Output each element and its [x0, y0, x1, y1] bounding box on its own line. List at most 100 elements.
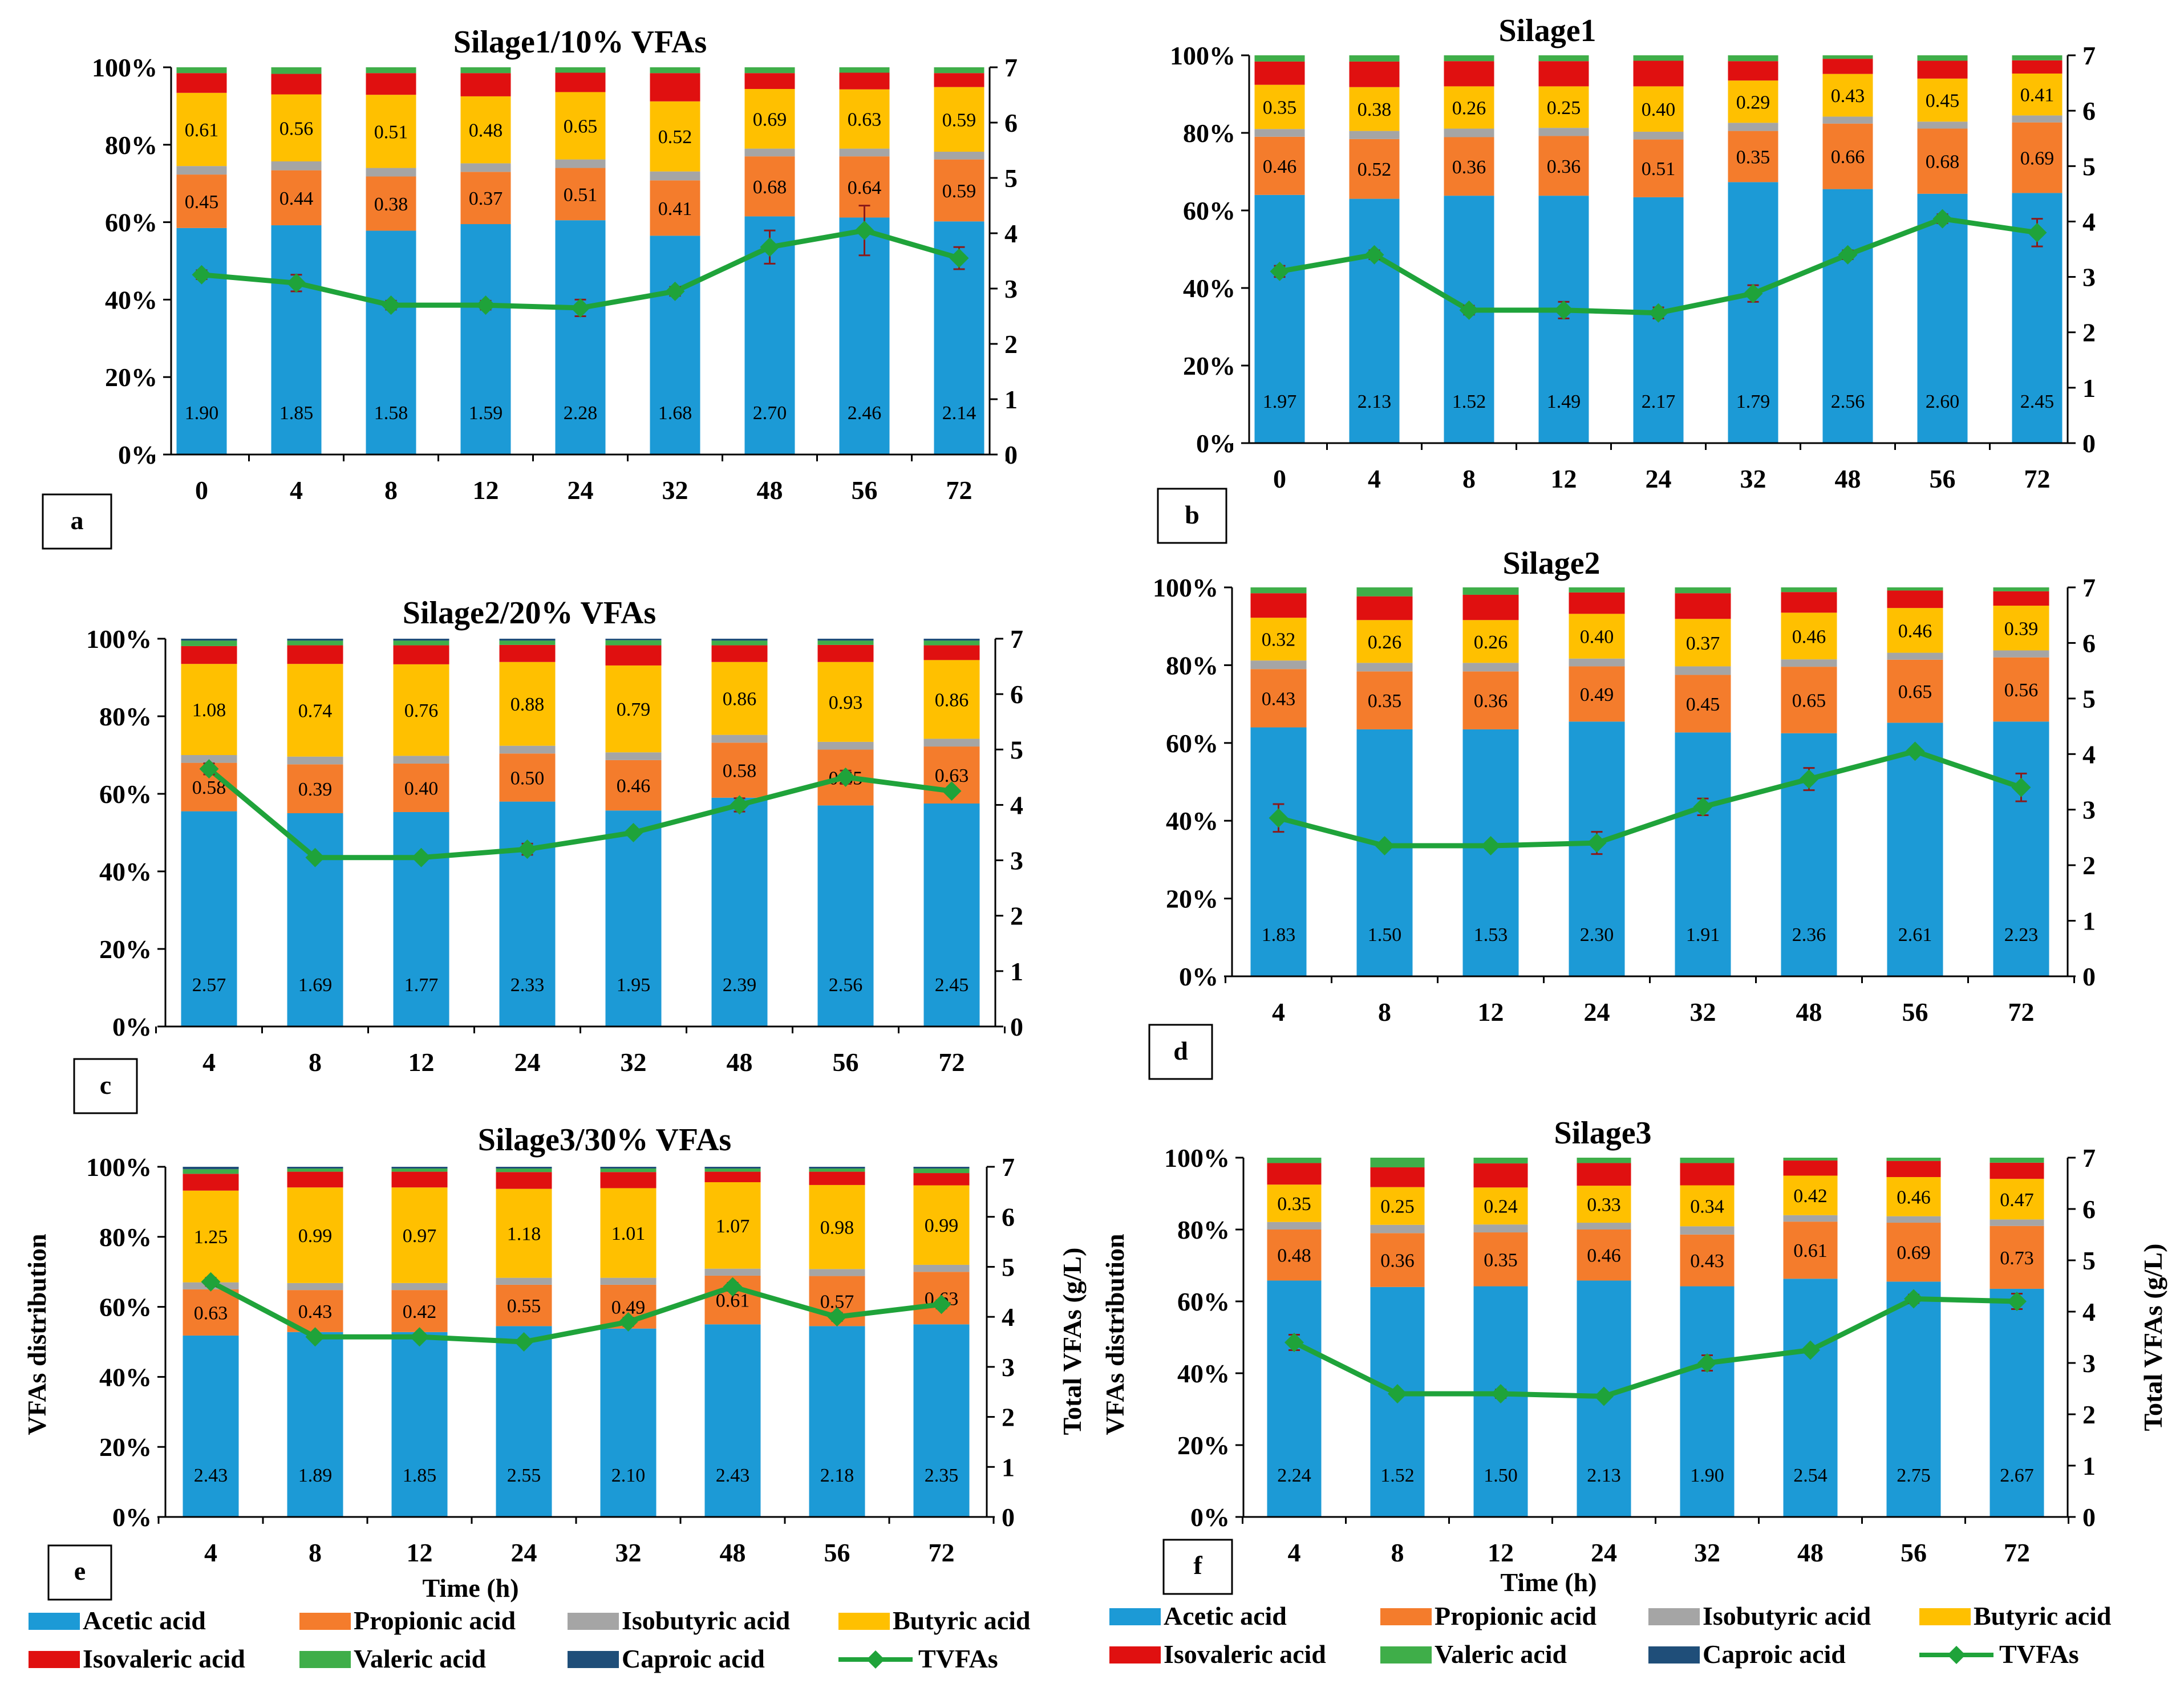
bar-segment: [1349, 131, 1400, 139]
bar-segment: [499, 745, 556, 754]
bar-segment: [1356, 671, 1413, 729]
x-tick-label: 48: [720, 1538, 746, 1567]
bar-segment: [1473, 1163, 1528, 1188]
bar-segment: [1254, 55, 1305, 62]
data-label: 2.67: [2000, 1465, 2034, 1486]
bar-segment: [1822, 55, 1873, 59]
bar-segment: [1462, 587, 1519, 595]
bar-segment: [1887, 590, 1943, 608]
y-tick-label: 100%: [1153, 573, 1218, 602]
data-label: 0.63: [194, 1303, 228, 1324]
y2-tick-label: 6: [1010, 680, 1023, 709]
data-label: 0.58: [723, 761, 757, 782]
chart-title: Silage2: [1502, 546, 1600, 581]
data-label: 1.69: [298, 975, 333, 996]
bar-segment: [1822, 59, 1873, 74]
bar-segment: [600, 1169, 657, 1172]
bar-segment: [393, 645, 449, 664]
tvfa-marker: [2027, 222, 2047, 242]
bar-segment: [1254, 136, 1305, 195]
bar-segment: [1675, 587, 1731, 594]
data-label: 1.90: [185, 403, 219, 424]
bar-segment: [934, 73, 984, 87]
bar-segment: [287, 1283, 343, 1291]
data-label: 0.51: [564, 184, 598, 205]
bar-segment: [809, 1167, 865, 1169]
y-tick-label: 100%: [92, 53, 157, 82]
bar-segment: [1680, 1226, 1735, 1235]
x-tick-label: 4: [1368, 464, 1381, 493]
x-tick-label: 32: [1740, 464, 1766, 493]
bar-segment: [1633, 86, 1684, 132]
bar-segment: [1993, 650, 2049, 658]
y2-tick-label: 6: [1002, 1203, 1015, 1232]
legend-label: Butyric acid: [1974, 1601, 2112, 1630]
x-tick-label: 0: [195, 476, 208, 505]
data-label: 0.35: [1368, 691, 1402, 712]
panel-label: a: [71, 506, 84, 535]
y2-tick-label: 2: [2082, 851, 2096, 880]
tvfa-line: [1278, 748, 2022, 849]
data-label: 0.59: [942, 109, 976, 131]
bar-segment: [1886, 1177, 1941, 1216]
bar-segment: [1783, 1175, 1838, 1215]
y2-tick-label: 3: [2082, 796, 2096, 825]
tvfa-marker: [381, 295, 401, 315]
bar-segment: [1462, 671, 1519, 729]
bar-segment: [391, 1283, 448, 1291]
x-tick-label: 4: [204, 1538, 217, 1567]
x-tick-label: 8: [309, 1538, 322, 1567]
bar-segment: [913, 1173, 970, 1186]
y-tick-label: 20%: [1183, 351, 1235, 380]
y-tick-label: 0%: [112, 1012, 152, 1041]
x-tick-label: 72: [929, 1538, 955, 1567]
data-label: 0.43: [1690, 1251, 1724, 1272]
bar-segment: [704, 1169, 761, 1172]
bar-segment: [1538, 86, 1589, 128]
bar-segment: [460, 73, 511, 96]
bar-segment: [1781, 667, 1837, 733]
y-tick-label: 80%: [99, 702, 152, 731]
bar-segment: [496, 1284, 552, 1326]
tvfa-marker: [854, 221, 874, 241]
bar-segment: [605, 665, 662, 753]
tvfa-marker: [517, 839, 537, 859]
data-label: 0.46: [1897, 1187, 1931, 1208]
bar-segment: [704, 1324, 761, 1517]
data-label: 2.39: [723, 975, 757, 996]
data-label: 2.28: [564, 403, 598, 424]
bar-segment: [817, 639, 874, 641]
data-label: 0.47: [2000, 1190, 2034, 1211]
data-label: 0.46: [1587, 1245, 1621, 1267]
bar-segment: [1989, 1162, 2044, 1179]
bar-segment: [1569, 658, 1625, 667]
bar-segment: [934, 87, 984, 152]
x-tick-label: 12: [408, 1048, 435, 1077]
bar-segment: [1569, 666, 1625, 722]
data-label: 0.45: [1686, 694, 1720, 715]
legend-label: Isobutyric acid: [622, 1606, 791, 1635]
data-label: 0.41: [2020, 85, 2055, 106]
data-label: 0.46: [1792, 626, 1826, 647]
bar-segment: [366, 95, 416, 168]
bar-segment: [393, 812, 449, 1027]
y-tick-label: 40%: [1166, 806, 1218, 835]
x-tick-label: 8: [309, 1048, 322, 1077]
tvfa-marker: [1594, 1386, 1614, 1406]
legend-label: Isovaleric acid: [83, 1644, 245, 1673]
tvfa-marker: [665, 281, 685, 301]
bar-segment: [1250, 587, 1307, 594]
chart-title: Silage3/30% VFAs: [478, 1122, 731, 1158]
x-tick-label: 8: [384, 476, 398, 505]
bar-segment: [711, 797, 768, 1027]
data-label: 2.13: [1358, 391, 1392, 412]
data-label: 0.35: [1484, 1249, 1518, 1271]
bar-segment: [1993, 587, 2049, 591]
data-label: 0.48: [469, 120, 503, 141]
panel-label-box: [42, 493, 112, 550]
data-label: 0.35: [1277, 1194, 1311, 1215]
data-label: 0.98: [820, 1218, 854, 1239]
panel-label-box: [1148, 1024, 1213, 1080]
bar-segment: [1822, 74, 1873, 117]
data-label: 0.99: [298, 1226, 333, 1247]
